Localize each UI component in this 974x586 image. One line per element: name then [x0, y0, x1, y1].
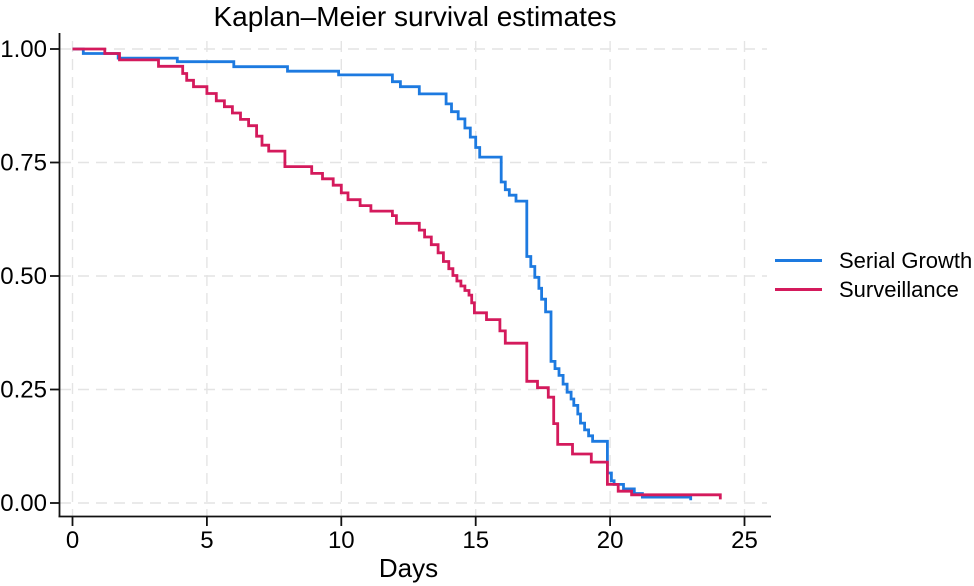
legend-label-serial-growth: Serial Growth: [839, 248, 973, 273]
surveillance-curve: [72, 47, 722, 500]
y-tick-label: 0.50: [0, 263, 47, 290]
x-tick-label: 5: [200, 527, 213, 554]
serial-growth-curve: [72, 47, 693, 501]
x-tick-label: 0: [66, 527, 79, 554]
serial-growth-line-swatch: [775, 259, 822, 262]
y-tick-label: 0.75: [0, 150, 47, 177]
legend-item-surveillance: Surveillance: [775, 275, 972, 304]
x-tick-label: 10: [328, 527, 355, 554]
y-tick-label: 0.25: [0, 377, 47, 404]
x-axis-title: Days: [378, 553, 439, 583]
y-tick-label: 1.00: [0, 36, 47, 63]
legend: Serial Growth Surveillance: [775, 246, 972, 304]
legend-label-surveillance: Surveillance: [839, 277, 959, 302]
chart-title: Kaplan–Meier survival estimates: [213, 1, 617, 32]
x-tick-label: 25: [731, 527, 758, 554]
x-tick-label: 15: [462, 527, 489, 554]
surveillance-line-swatch: [775, 288, 822, 291]
y-tick-label: 0.00: [0, 490, 47, 517]
x-tick-label: 20: [597, 527, 624, 554]
legend-item-serial-growth: Serial Growth: [775, 246, 972, 275]
